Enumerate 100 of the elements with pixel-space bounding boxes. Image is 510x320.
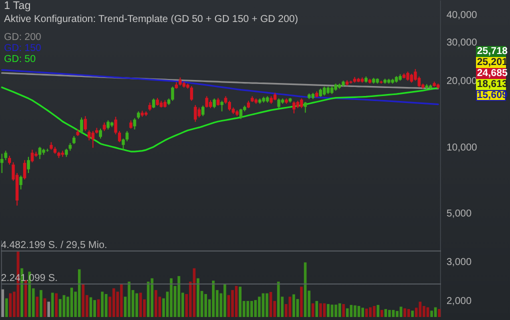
candlestick xyxy=(114,116,118,135)
y-tick-label: 20,000 xyxy=(446,76,478,88)
line-series xyxy=(1,69,439,106)
bar xyxy=(100,292,104,317)
bar xyxy=(403,308,406,317)
bar xyxy=(300,286,303,317)
bar xyxy=(407,309,410,317)
bar xyxy=(354,305,356,317)
candlestick xyxy=(194,104,197,122)
bar xyxy=(334,304,338,317)
bar xyxy=(70,288,73,317)
bar xyxy=(430,310,433,317)
y-tick-label: 5,000 xyxy=(446,208,472,220)
bar xyxy=(204,294,208,317)
text: GD: 200 xyxy=(4,32,42,43)
bar xyxy=(51,292,54,317)
candlestick xyxy=(322,86,326,96)
y-tick-label: 40,000 xyxy=(446,10,478,22)
bar xyxy=(58,299,62,317)
candlestick xyxy=(91,130,94,148)
text: 25,718 xyxy=(476,46,508,56)
bar xyxy=(128,282,130,317)
bar xyxy=(62,295,66,317)
bar xyxy=(400,306,402,317)
bar xyxy=(258,296,261,317)
candlestick xyxy=(171,86,174,102)
bar xyxy=(212,280,215,317)
bar xyxy=(384,309,388,317)
bar xyxy=(388,310,391,317)
chart-title: 1 Tag xyxy=(4,0,31,12)
bar xyxy=(315,300,318,317)
candlestick xyxy=(30,149,34,163)
candlestick xyxy=(84,116,87,132)
y-tick-label: 30,000 xyxy=(446,38,478,49)
bar xyxy=(323,303,326,317)
bar xyxy=(361,308,364,317)
ref-line-label: 4.482.199 S. / 29,5 Mio. xyxy=(1,240,108,252)
bar xyxy=(9,293,12,317)
candlestick xyxy=(212,98,216,109)
bar xyxy=(135,293,138,317)
bar xyxy=(5,298,8,317)
bar xyxy=(1,289,4,317)
candlestick xyxy=(38,146,42,160)
bar xyxy=(338,303,342,317)
bar xyxy=(438,309,441,317)
candlestick xyxy=(23,160,26,180)
bar xyxy=(246,300,250,317)
bar xyxy=(358,306,360,317)
candlestick xyxy=(205,96,208,108)
candlestick xyxy=(118,130,121,143)
candlestick xyxy=(406,71,410,82)
bar xyxy=(112,288,116,317)
candlestick xyxy=(133,118,136,130)
candlestick xyxy=(201,105,204,117)
line-series xyxy=(1,86,439,152)
bar xyxy=(196,278,200,317)
bar xyxy=(254,300,257,317)
candlestick xyxy=(304,101,307,114)
bar xyxy=(277,282,280,317)
bar xyxy=(288,296,292,317)
bar xyxy=(434,307,437,317)
candlestick xyxy=(19,175,22,190)
candlestick xyxy=(228,100,231,112)
candlestick xyxy=(300,98,304,109)
bar xyxy=(47,302,50,317)
bar xyxy=(326,304,330,317)
series-label: GD: 150 xyxy=(4,43,42,54)
candlestick xyxy=(88,130,91,141)
bar xyxy=(36,296,39,317)
bar xyxy=(139,292,142,317)
bar xyxy=(350,304,353,317)
bar xyxy=(396,310,398,317)
candlestick xyxy=(292,100,296,114)
bar xyxy=(82,284,84,317)
candlestick xyxy=(0,153,4,174)
bar xyxy=(192,268,196,317)
bar xyxy=(312,303,314,317)
candlestick xyxy=(152,98,156,109)
bar xyxy=(146,282,150,317)
bar xyxy=(250,300,253,317)
bar xyxy=(346,308,349,317)
candlestick xyxy=(239,108,242,120)
bar xyxy=(97,299,100,317)
candlestick xyxy=(198,107,201,118)
bar xyxy=(319,303,322,317)
bar xyxy=(292,294,296,317)
candlestick xyxy=(99,128,102,140)
bar xyxy=(369,307,372,317)
candlestick xyxy=(277,98,280,109)
bar xyxy=(426,307,430,317)
bar xyxy=(342,304,345,317)
bar xyxy=(372,306,376,317)
bar xyxy=(44,298,46,317)
bar xyxy=(304,262,307,317)
bar xyxy=(418,302,422,317)
bar xyxy=(411,310,414,317)
bar xyxy=(234,286,238,317)
bar xyxy=(392,310,395,317)
bar xyxy=(422,306,426,317)
bar xyxy=(266,293,268,317)
